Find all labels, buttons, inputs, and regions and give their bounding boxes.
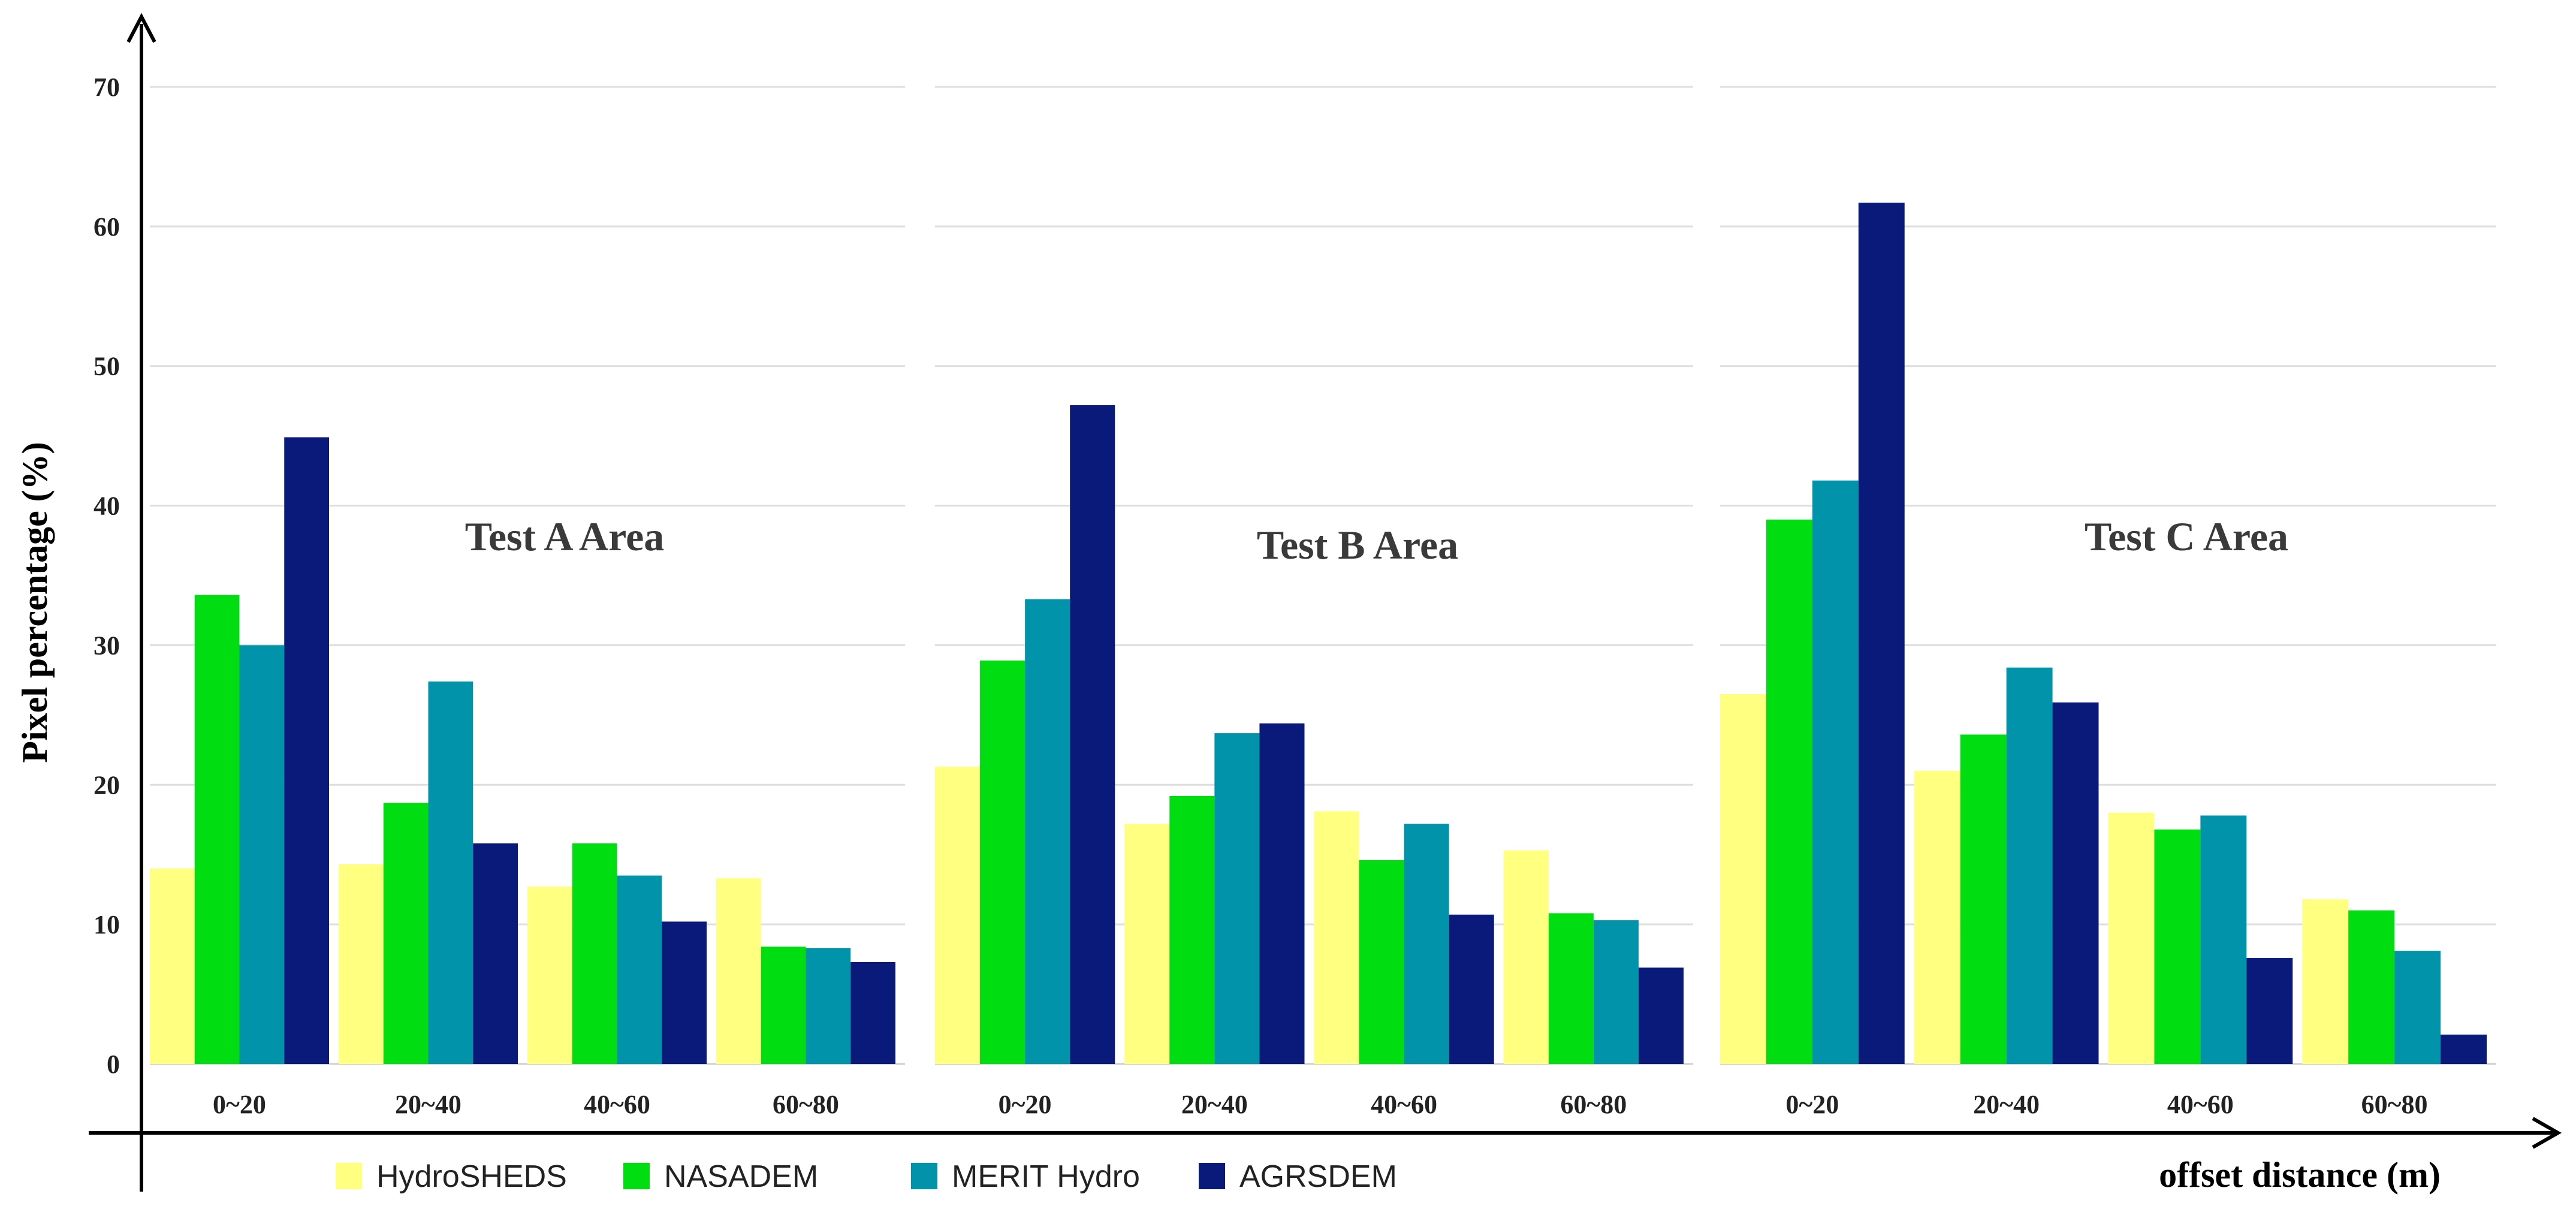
bar-agrsdem — [2052, 702, 2099, 1064]
y-tick-label: 40 — [93, 492, 120, 521]
bar-nasadem — [194, 595, 240, 1064]
bar-merit-hydro — [1214, 733, 1260, 1064]
category-label: 40~60 — [2167, 1090, 2234, 1119]
bar-agrsdem — [1259, 723, 1305, 1064]
y-tick-labels: 0 10 20 30 40 50 60 70 — [93, 73, 120, 1079]
category-label: 20~40 — [395, 1090, 461, 1119]
y-tick-label: 0 — [107, 1050, 120, 1079]
bar-hydrosheds — [716, 878, 761, 1064]
category-label: 0~20 — [999, 1090, 1052, 1119]
bar-merit-hydro — [1593, 920, 1639, 1064]
y-tick-label: 10 — [93, 910, 120, 939]
bar-nasadem — [761, 946, 806, 1064]
legend-swatch — [336, 1163, 362, 1189]
category-labels: 0~20 20~40 40~60 60~80 0~20 20~40 40~60 60~80 0~… — [213, 1090, 2428, 1119]
bar-nasadem — [1960, 734, 2007, 1064]
y-tick-label: 60 — [93, 212, 120, 242]
panel-title: Test A Area — [465, 514, 665, 559]
bar-merit-hydro — [617, 875, 662, 1064]
bar-hydrosheds — [935, 767, 981, 1064]
y-tick-label: 30 — [93, 631, 120, 660]
bar-merit-hydro — [2006, 667, 2053, 1064]
category-label: 40~60 — [584, 1090, 650, 1119]
bar-merit-hydro — [428, 681, 473, 1064]
legend-label: NASADEM — [664, 1159, 818, 1194]
category-label: 60~80 — [773, 1090, 839, 1119]
legend-label: AGRSDEM — [1239, 1159, 1397, 1194]
legend-label: MERIT Hydro — [952, 1159, 1140, 1194]
category-label: 0~20 — [213, 1090, 266, 1119]
bar-hydrosheds — [527, 887, 572, 1064]
legend-swatch — [623, 1163, 650, 1189]
bar-nasadem — [2348, 910, 2395, 1064]
bar-nasadem — [980, 661, 1025, 1064]
category-label: 0~20 — [1785, 1090, 1839, 1119]
bar-nasadem — [2154, 829, 2201, 1064]
category-label: 60~80 — [1560, 1090, 1627, 1119]
bar-agrsdem — [662, 921, 707, 1064]
bar-agrsdem — [1070, 405, 1115, 1064]
bar-hydrosheds — [2108, 812, 2155, 1064]
x-axis-arrow — [2532, 1117, 2562, 1149]
bar-nasadem — [1548, 913, 1594, 1064]
y-axis-arrow — [126, 13, 156, 43]
bar-nasadem — [1766, 519, 1812, 1064]
y-axis-title: Pixel percentage (%) — [15, 442, 55, 762]
bar-agrsdem — [850, 962, 895, 1064]
bar-hydrosheds — [1720, 694, 1766, 1064]
bar-merit-hydro — [1025, 599, 1070, 1064]
bar-hydrosheds — [1314, 811, 1359, 1064]
bar-merit-hydro — [1812, 480, 1859, 1064]
panel-title: Test B Area — [1257, 522, 1458, 568]
bar-agrsdem — [284, 437, 329, 1064]
bar-hydrosheds — [1124, 824, 1170, 1064]
x-axis-title: offset distance (m) — [2159, 1155, 2441, 1195]
bar-merit-hydro — [1404, 824, 1449, 1064]
bar-hydrosheds — [150, 869, 195, 1064]
legend: HydroSHEDS NASADEM MERIT Hydro AGRSDEM — [336, 1159, 1397, 1194]
bar-agrsdem — [2246, 958, 2293, 1064]
bar-agrsdem — [1449, 914, 1494, 1064]
legend-swatch — [911, 1163, 937, 1189]
bar-agrsdem — [473, 843, 518, 1064]
panel-title: Test C Area — [2085, 514, 2288, 559]
legend-swatch — [1199, 1163, 1225, 1189]
bar-agrsdem — [1858, 203, 1905, 1064]
bar-nasadem — [1359, 860, 1404, 1064]
bar-merit-hydro — [2394, 951, 2441, 1064]
bar-hydrosheds — [2302, 899, 2349, 1064]
category-label: 20~40 — [1973, 1090, 2040, 1119]
bar-hydrosheds — [1914, 771, 1960, 1064]
bar-merit-hydro — [806, 948, 851, 1064]
y-tick-label: 70 — [93, 73, 120, 102]
bars — [150, 203, 2487, 1064]
bar-hydrosheds — [339, 864, 384, 1064]
bar-hydrosheds — [1503, 850, 1549, 1064]
bar-nasadem — [383, 803, 429, 1064]
category-label: 40~60 — [1371, 1090, 1437, 1119]
y-tick-label: 20 — [93, 770, 120, 800]
bar-agrsdem — [2441, 1035, 2487, 1064]
bar-merit-hydro — [239, 645, 285, 1064]
category-label: 60~80 — [2361, 1090, 2428, 1119]
bar-nasadem — [572, 843, 617, 1064]
category-label: 20~40 — [1181, 1090, 1248, 1119]
panel-titles: Test A Area Test B Area Test C Area — [465, 514, 2288, 568]
legend-label: HydroSHEDS — [376, 1159, 567, 1194]
bar-agrsdem — [1638, 967, 1684, 1064]
bar-nasadem — [1169, 795, 1215, 1064]
y-tick-label: 50 — [93, 352, 120, 381]
bar-merit-hydro — [2200, 815, 2247, 1064]
